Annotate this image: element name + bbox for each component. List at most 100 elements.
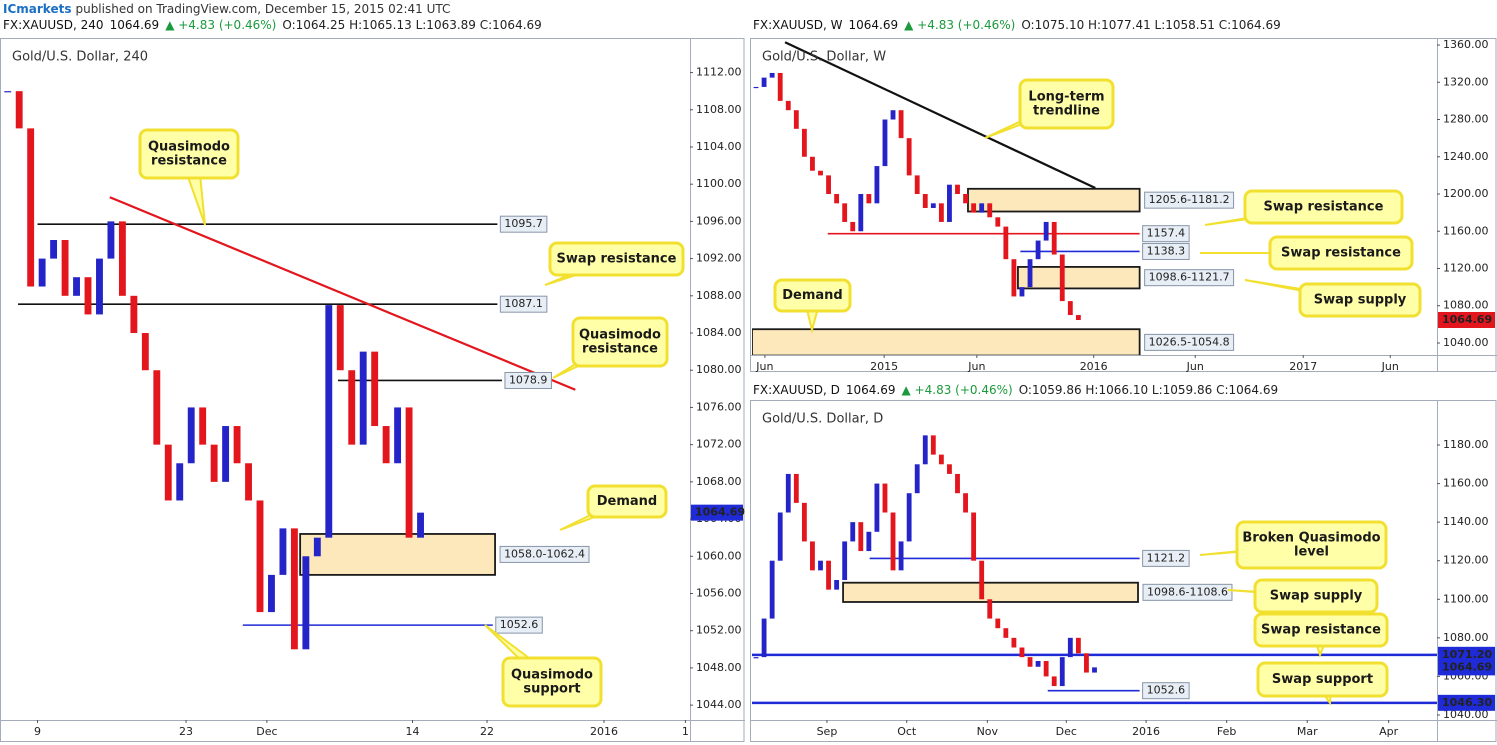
y-tick-label: 1280.00	[1443, 113, 1489, 126]
candle	[382, 426, 390, 464]
y-tick-label: 1076.00	[696, 400, 742, 413]
candle	[118, 221, 126, 296]
level-label-box	[1144, 191, 1235, 209]
x-tick-label: 2016	[1080, 360, 1108, 373]
level-label-box	[1142, 225, 1190, 243]
candle	[1051, 221, 1057, 255]
x-tick-label: 2016	[1132, 725, 1160, 738]
callout-box	[773, 278, 852, 313]
candle	[325, 305, 333, 538]
axis-tag	[1438, 659, 1495, 676]
publish-line: ICmarkets published on TradingView.com, D…	[3, 2, 450, 16]
candle	[785, 473, 791, 513]
level-label-box	[499, 295, 548, 313]
candle	[890, 512, 896, 571]
candle	[906, 138, 912, 176]
candle	[810, 541, 815, 571]
candle	[753, 86, 759, 89]
callout-text: Swap supply	[1314, 293, 1407, 308]
candle	[233, 426, 241, 464]
candle	[164, 444, 172, 501]
level-label: 1026.5-1054.8	[1149, 335, 1230, 348]
callout-box	[571, 316, 669, 368]
level-label: 1205.6-1181.2	[1149, 193, 1230, 206]
candle	[302, 556, 310, 650]
candle	[1035, 660, 1041, 667]
level-label: 1058.0-1062.4	[504, 547, 585, 560]
callout-box	[501, 656, 603, 708]
chart-title: Gold/U.S. Dollar, D	[762, 412, 883, 427]
candle	[61, 240, 69, 296]
level-label: 1052.6	[500, 618, 538, 631]
zone	[752, 328, 1141, 355]
chart-title: Gold/U.S. Dollar, 240	[12, 50, 148, 65]
level-label: 1098.6-1108.6	[1147, 585, 1228, 598]
candle	[842, 203, 848, 222]
candle	[979, 203, 985, 213]
callout-text: resistance	[582, 342, 658, 357]
callout-box	[548, 241, 685, 277]
callout-text: support	[523, 682, 580, 697]
candle	[290, 528, 298, 650]
candle	[761, 77, 767, 87]
y-tick-label: 1200.00	[1443, 187, 1489, 200]
y-tick-label: 1092.00	[696, 252, 742, 265]
candle	[1027, 259, 1033, 288]
candle	[27, 128, 35, 287]
axis-tag	[1438, 646, 1495, 663]
level-label-box	[1142, 583, 1233, 601]
candle	[50, 240, 58, 259]
candle	[15, 91, 23, 129]
candle	[930, 435, 936, 455]
plot-area	[752, 435, 1437, 705]
x-tick-label: Oct	[897, 725, 917, 738]
header-change: ▲ +4.83 (+0.46%)	[904, 18, 1015, 32]
candle	[268, 574, 275, 613]
candle	[850, 522, 856, 542]
x-tick-label: Jun	[1381, 360, 1399, 373]
callout: Swap resistance	[1200, 235, 1414, 271]
callout-box	[1256, 661, 1389, 698]
candle	[995, 217, 1001, 227]
header-symbol: FX:XAUUSD, W	[753, 18, 843, 32]
callout-text: trendline	[1033, 104, 1100, 119]
candle	[1051, 676, 1057, 687]
x-tick-label: Sep	[817, 725, 838, 738]
y-tick-label: 1056.00	[696, 586, 742, 599]
x-tick-label: Dec	[1056, 725, 1077, 738]
callout-text: Swap resistance	[1264, 200, 1384, 215]
candle	[955, 473, 960, 494]
callout-text: Swap resistance	[1261, 623, 1381, 638]
callout-text: Swap resistance	[557, 252, 677, 267]
candle	[971, 203, 977, 213]
level-label-box	[495, 616, 543, 634]
axis-tag	[1438, 694, 1495, 711]
level-label: 1052.6	[1147, 684, 1186, 697]
x-tick-label: 2016	[590, 725, 618, 738]
level-label: 1095.7	[504, 217, 543, 230]
candle	[222, 426, 230, 482]
candle	[38, 258, 46, 287]
candle	[153, 370, 161, 445]
candle	[1059, 254, 1065, 302]
candle	[1075, 315, 1081, 320]
candle	[1075, 637, 1081, 654]
y-tick-label: 1320.00	[1443, 75, 1489, 88]
candle	[1003, 226, 1009, 260]
x-tick-label: 22	[480, 725, 494, 738]
level-label: 1098.6-1121.7	[1149, 271, 1230, 284]
level-label-box	[499, 545, 590, 563]
callout-box	[586, 484, 668, 519]
candle	[279, 528, 287, 575]
header-last: 1064.69	[110, 18, 160, 32]
level-label-box	[1142, 549, 1190, 567]
candle	[199, 407, 207, 445]
callout: Demand	[559, 484, 668, 531]
y-tick-label: 1180.00	[1443, 438, 1489, 451]
y-tick-label: 1068.00	[696, 475, 742, 488]
candle	[1035, 240, 1041, 260]
y-tick-label: 1040.00	[1443, 708, 1489, 721]
